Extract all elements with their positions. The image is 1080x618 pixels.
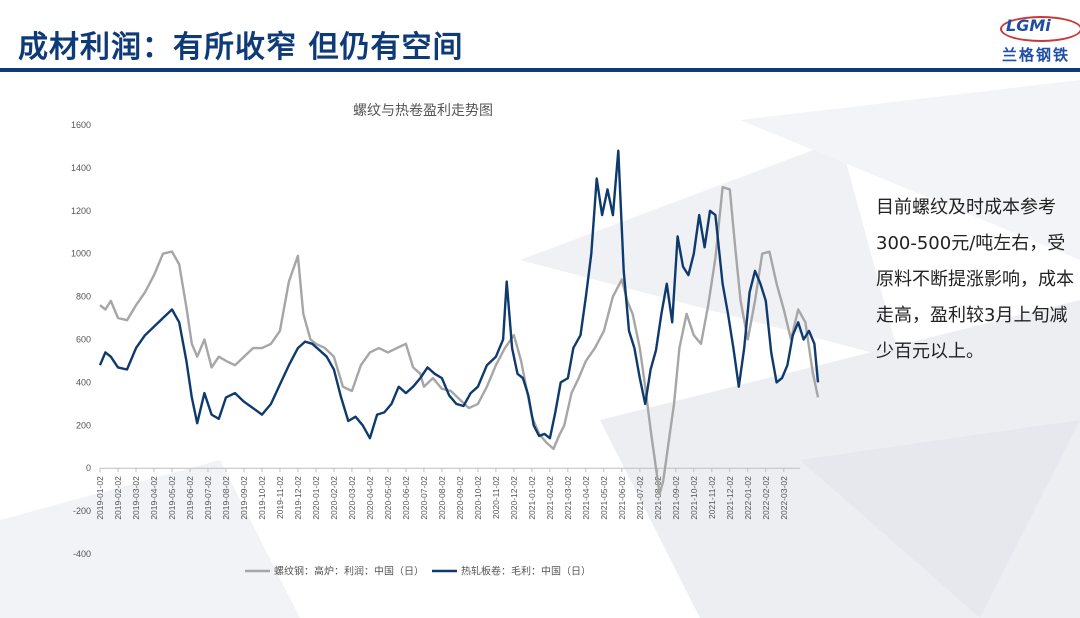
x-tick-label: 2019-11-02: [275, 476, 285, 519]
legend-rebar-label: 螺纹钢：高炉：利润：中国（日）: [274, 565, 424, 578]
x-tick-label: 2020-12-02: [509, 476, 519, 520]
x-tick-label: 2021-01-02: [527, 476, 537, 520]
x-tick-label: 2022-01-02: [743, 476, 753, 520]
x-tick-label: 2019-01-02: [95, 476, 105, 520]
y-tick-label: 200: [76, 420, 91, 430]
x-tick-label: 2020-02-02: [329, 476, 339, 520]
x-tick-label: 2020-03-02: [347, 476, 357, 520]
x-tick-label: 2019-12-02: [293, 476, 303, 520]
x-tick-label: 2019-07-02: [203, 476, 213, 520]
x-tick-label: 2021-12-02: [725, 476, 735, 520]
x-tick-label: 2021-08-02: [653, 476, 663, 520]
logo-chinese-name: 兰格钢铁: [1002, 46, 1071, 64]
x-tick-label: 2019-08-02: [221, 476, 231, 520]
x-tick-label: 2021-10-02: [689, 476, 699, 520]
legend-hrc-label: 热轧板卷：毛利：中国（日）: [461, 565, 591, 578]
x-tick-label: 2019-02-02: [113, 476, 123, 520]
y-tick-label: -400: [73, 549, 91, 559]
y-tick-label: 0: [86, 463, 91, 473]
page-title: 成材利润：有所收窄 但仍有空间: [18, 30, 464, 65]
x-tick-label: 2019-06-02: [185, 476, 195, 520]
x-tick-label: 2021-06-02: [617, 476, 627, 520]
x-tick-label: 2020-04-02: [365, 476, 375, 520]
x-tick-label: 2020-11-02: [491, 476, 501, 519]
x-tick-label: 2022-03-02: [779, 476, 789, 520]
company-logo: LGMi 兰格钢铁: [1000, 14, 1080, 68]
x-tick-label: 2021-07-02: [635, 476, 645, 520]
y-tick-label: 1200: [71, 206, 91, 216]
x-tick-label: 2020-05-02: [383, 476, 393, 520]
x-tick-label: 2021-04-02: [581, 476, 591, 520]
logo-wordmark: LGMi: [1006, 16, 1051, 35]
x-tick-label: 2020-07-02: [419, 476, 429, 520]
x-tick-label: 2019-03-02: [131, 476, 141, 520]
logo-ring: [1000, 16, 1080, 42]
title-underline: [0, 68, 1080, 72]
rebar-profit-line: [99, 186, 820, 496]
y-tick-label: 1600: [71, 120, 91, 130]
chart-title: 螺纹与热卷盈利走势图: [353, 103, 493, 119]
y-tick-label: 800: [76, 292, 91, 302]
x-axis: 2019-01-02 2019-02-02 2019-03-02 2019-04-02…: [95, 467, 800, 520]
x-tick-label: 2020-09-02: [455, 476, 465, 520]
commentary-text: 目前螺纹及时成本参考300-500元/吨左右，受原料不断提涨影响，成本走高，盈利…: [876, 197, 1074, 362]
x-tick-label: 2020-10-02: [473, 476, 483, 520]
x-tick-label: 2021-02-02: [545, 476, 555, 520]
x-tick-label: 2020-01-02: [311, 476, 321, 520]
x-tick-label: 2019-09-02: [239, 476, 249, 520]
chart-legend: 螺纹钢：高炉：利润：中国（日） 热轧板卷：毛利：中国（日）: [245, 565, 591, 578]
y-tick-label: -200: [73, 506, 91, 516]
x-tick-label: 2021-05-02: [599, 476, 609, 520]
x-tick-label: 2019-04-02: [149, 476, 159, 520]
x-tick-label: 2019-10-02: [257, 476, 267, 520]
x-tick-label: 2021-11-02: [707, 476, 717, 519]
profit-trend-chart: 螺纹与热卷盈利走势图 -400 -200 0 200 400 600 800 1000 1200…: [71, 103, 820, 578]
x-tick-label: 2019-05-02: [167, 476, 177, 520]
x-tick-label: 2020-08-02: [437, 476, 447, 520]
x-tick-label: 2021-09-02: [671, 476, 681, 520]
header: 成材利润：有所收窄 但仍有空间 LGMi 兰格钢铁: [0, 0, 1080, 72]
x-tick-label: 2021-03-02: [563, 476, 573, 520]
y-tick-label: 400: [76, 377, 91, 387]
x-tick-label: 2020-06-02: [401, 476, 411, 520]
y-tick-label: 1000: [71, 249, 91, 259]
y-tick-label: 600: [76, 335, 91, 345]
chart-lines: [98, 149, 820, 496]
y-axis: -400 -200 0 200 400 600 800 1000 1200 1400 1600: [71, 120, 91, 559]
x-tick-label: 2022-02-02: [761, 476, 771, 520]
y-tick-label: 1400: [71, 163, 91, 173]
hrc-profit-line: [98, 149, 820, 440]
